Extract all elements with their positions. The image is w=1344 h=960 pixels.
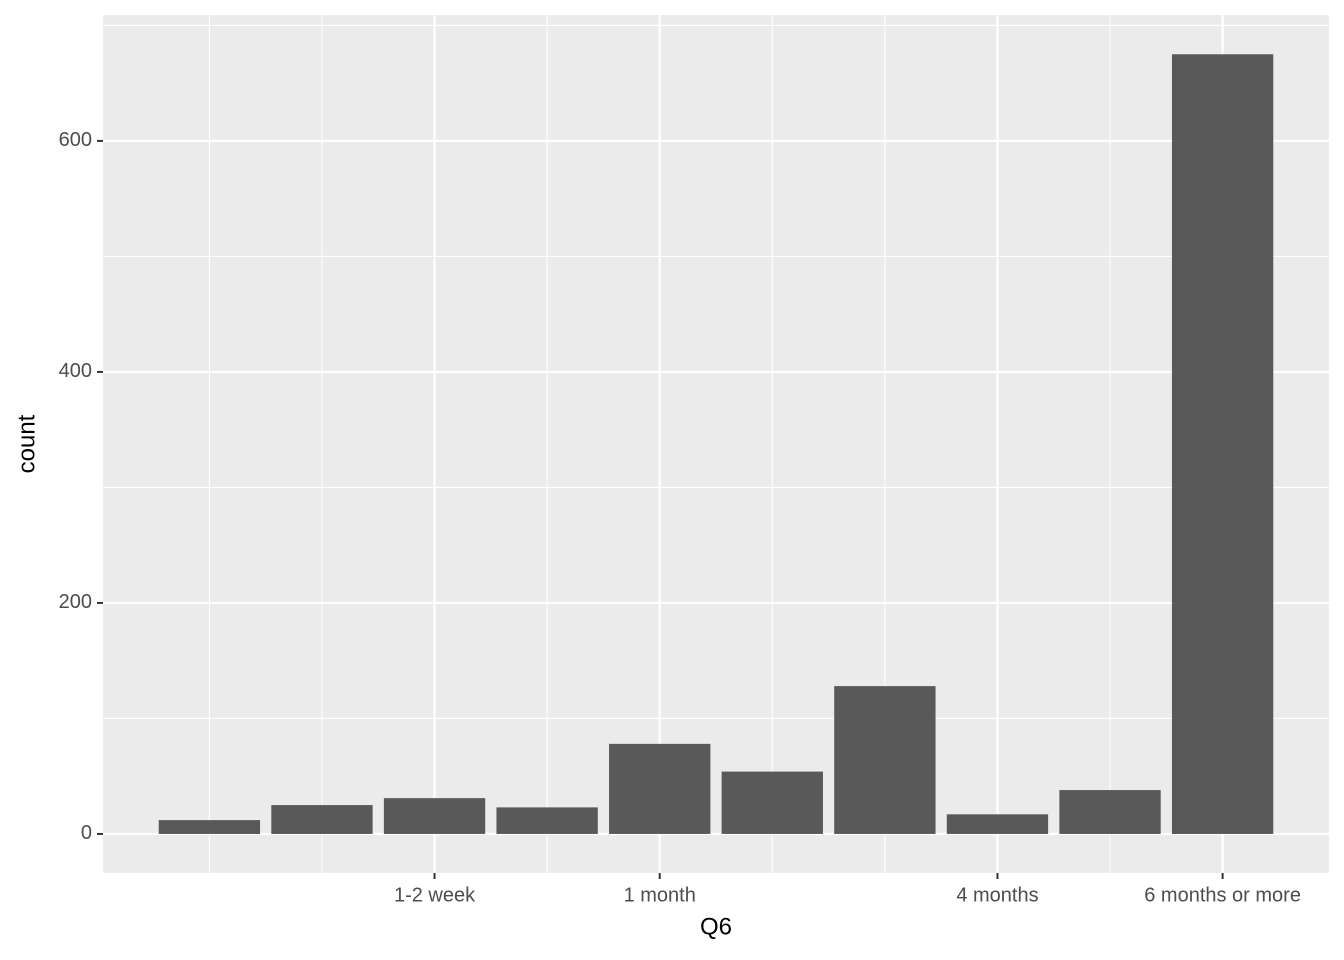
y-tick-label: 400 xyxy=(59,360,92,382)
bar xyxy=(609,743,711,834)
bar xyxy=(721,771,823,834)
bar xyxy=(383,798,486,834)
bar xyxy=(834,686,936,834)
bar xyxy=(496,807,598,834)
bar xyxy=(1171,54,1274,834)
y-tick-label: 200 xyxy=(59,591,92,613)
y-tick-label: 600 xyxy=(59,129,92,151)
x-tick-label: 1 month xyxy=(624,884,696,906)
bar xyxy=(158,820,261,834)
bar xyxy=(1059,790,1161,834)
bar xyxy=(271,805,373,834)
x-tick-label: 4 months xyxy=(956,884,1038,906)
y-tick-label: 0 xyxy=(81,822,92,844)
x-tick-label: 6 months or more xyxy=(1144,884,1301,906)
y-axis-title: count xyxy=(13,414,40,473)
panel xyxy=(103,15,1329,873)
x-axis-title: Q6 xyxy=(700,913,732,940)
bar xyxy=(946,814,1049,834)
x-tick-label: 1-2 week xyxy=(394,884,476,906)
